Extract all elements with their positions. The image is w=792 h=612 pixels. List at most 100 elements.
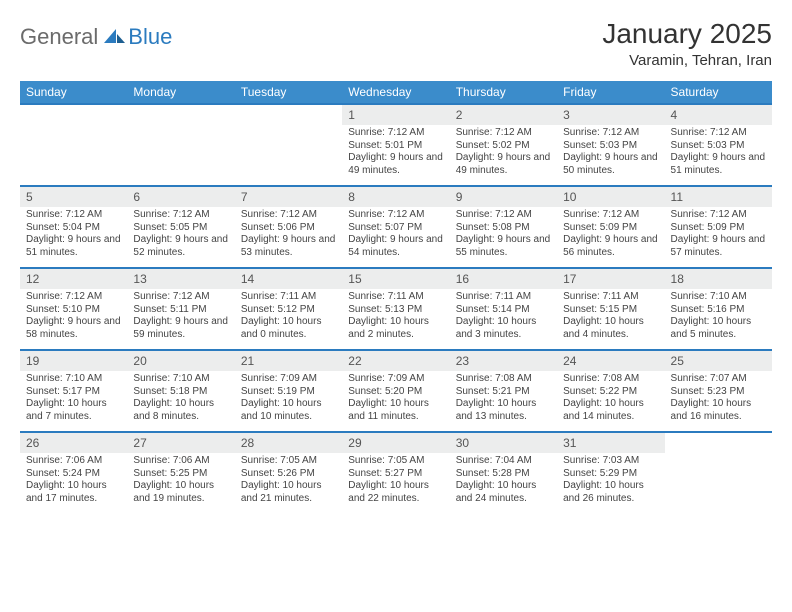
sunset-text: Sunset: 5:24 PM	[26, 468, 121, 481]
day-details: Sunrise: 7:12 AMSunset: 5:03 PMDaylight:…	[665, 125, 772, 183]
daylight-text: Daylight: 10 hours and 8 minutes.	[133, 398, 228, 423]
weekday-header: Monday	[127, 81, 234, 104]
day-number: 29	[342, 433, 449, 453]
day-number: 15	[342, 269, 449, 289]
daylight-text: Daylight: 9 hours and 51 minutes.	[26, 234, 121, 259]
sunrise-text: Sunrise: 7:05 AM	[348, 455, 443, 468]
daylight-text: Daylight: 9 hours and 59 minutes.	[133, 316, 228, 341]
sunset-text: Sunset: 5:06 PM	[241, 222, 336, 235]
sunset-text: Sunset: 5:11 PM	[133, 304, 228, 317]
calendar-cell	[127, 104, 234, 186]
day-details: Sunrise: 7:12 AMSunset: 5:08 PMDaylight:…	[450, 207, 557, 265]
calendar-cell: 19Sunrise: 7:10 AMSunset: 5:17 PMDayligh…	[20, 350, 127, 432]
sunset-text: Sunset: 5:04 PM	[26, 222, 121, 235]
sunset-text: Sunset: 5:20 PM	[348, 386, 443, 399]
calendar-week-row: 12Sunrise: 7:12 AMSunset: 5:10 PMDayligh…	[20, 268, 772, 350]
daylight-text: Daylight: 9 hours and 49 minutes.	[456, 152, 551, 177]
daylight-text: Daylight: 10 hours and 21 minutes.	[241, 480, 336, 505]
day-details: Sunrise: 7:12 AMSunset: 5:09 PMDaylight:…	[557, 207, 664, 265]
sunset-text: Sunset: 5:10 PM	[26, 304, 121, 317]
sunrise-text: Sunrise: 7:11 AM	[563, 291, 658, 304]
daylight-text: Daylight: 10 hours and 5 minutes.	[671, 316, 766, 341]
sunset-text: Sunset: 5:02 PM	[456, 140, 551, 153]
day-details: Sunrise: 7:09 AMSunset: 5:20 PMDaylight:…	[342, 371, 449, 429]
sunrise-text: Sunrise: 7:09 AM	[241, 373, 336, 386]
calendar-cell: 17Sunrise: 7:11 AMSunset: 5:15 PMDayligh…	[557, 268, 664, 350]
logo-text-general: General	[20, 24, 98, 50]
sunset-text: Sunset: 5:18 PM	[133, 386, 228, 399]
sunrise-text: Sunrise: 7:07 AM	[671, 373, 766, 386]
day-number: 13	[127, 269, 234, 289]
sunrise-text: Sunrise: 7:06 AM	[133, 455, 228, 468]
calendar-week-row: 26Sunrise: 7:06 AMSunset: 5:24 PMDayligh…	[20, 432, 772, 514]
day-details: Sunrise: 7:12 AMSunset: 5:10 PMDaylight:…	[20, 289, 127, 347]
sunset-text: Sunset: 5:27 PM	[348, 468, 443, 481]
day-details: Sunrise: 7:05 AMSunset: 5:26 PMDaylight:…	[235, 453, 342, 511]
sunrise-text: Sunrise: 7:12 AM	[26, 209, 121, 222]
day-number: 10	[557, 187, 664, 207]
weekday-header: Sunday	[20, 81, 127, 104]
day-number: 27	[127, 433, 234, 453]
calendar-cell: 10Sunrise: 7:12 AMSunset: 5:09 PMDayligh…	[557, 186, 664, 268]
sunset-text: Sunset: 5:08 PM	[456, 222, 551, 235]
sunset-text: Sunset: 5:17 PM	[26, 386, 121, 399]
sunrise-text: Sunrise: 7:12 AM	[671, 209, 766, 222]
day-details: Sunrise: 7:06 AMSunset: 5:24 PMDaylight:…	[20, 453, 127, 511]
daylight-text: Daylight: 9 hours and 58 minutes.	[26, 316, 121, 341]
calendar-cell: 8Sunrise: 7:12 AMSunset: 5:07 PMDaylight…	[342, 186, 449, 268]
daylight-text: Daylight: 9 hours and 51 minutes.	[671, 152, 766, 177]
sunrise-text: Sunrise: 7:09 AM	[348, 373, 443, 386]
day-details: Sunrise: 7:04 AMSunset: 5:28 PMDaylight:…	[450, 453, 557, 511]
weekday-header: Tuesday	[235, 81, 342, 104]
sunset-text: Sunset: 5:16 PM	[671, 304, 766, 317]
calendar-cell: 9Sunrise: 7:12 AMSunset: 5:08 PMDaylight…	[450, 186, 557, 268]
calendar-cell: 4Sunrise: 7:12 AMSunset: 5:03 PMDaylight…	[665, 104, 772, 186]
calendar-cell: 29 Sunrise: 7:05 AMSunset: 5:27 PMDayligh…	[342, 432, 449, 514]
sunset-text: Sunset: 5:25 PM	[133, 468, 228, 481]
daylight-text: Daylight: 9 hours and 55 minutes.	[456, 234, 551, 259]
sunrise-text: Sunrise: 7:08 AM	[456, 373, 551, 386]
sunset-text: Sunset: 5:07 PM	[348, 222, 443, 235]
sunrise-text: Sunrise: 7:12 AM	[348, 209, 443, 222]
calendar-cell: 12Sunrise: 7:12 AMSunset: 5:10 PMDayligh…	[20, 268, 127, 350]
calendar-cell: 30Sunrise: 7:04 AMSunset: 5:28 PMDayligh…	[450, 432, 557, 514]
daylight-text: Daylight: 10 hours and 3 minutes.	[456, 316, 551, 341]
day-details: Sunrise: 7:11 AMSunset: 5:12 PMDaylight:…	[235, 289, 342, 347]
day-details: Sunrise: 7:11 AMSunset: 5:13 PMDaylight:…	[342, 289, 449, 347]
day-details: Sunrise: 7:12 AMSunset: 5:11 PMDaylight:…	[127, 289, 234, 347]
sunset-text: Sunset: 5:09 PM	[671, 222, 766, 235]
daylight-text: Daylight: 10 hours and 4 minutes.	[563, 316, 658, 341]
day-details: Sunrise: 7:08 AMSunset: 5:22 PMDaylight:…	[557, 371, 664, 429]
day-number: 20	[127, 351, 234, 371]
day-number: 25	[665, 351, 772, 371]
calendar-cell: 27Sunrise: 7:06 AMSunset: 5:25 PMDayligh…	[127, 432, 234, 514]
day-details: Sunrise: 7:12 AMSunset: 5:02 PMDaylight:…	[450, 125, 557, 183]
logo-sail-icon	[102, 25, 126, 50]
sunrise-text: Sunrise: 7:12 AM	[563, 127, 658, 140]
calendar-cell: 21Sunrise: 7:09 AMSunset: 5:19 PMDayligh…	[235, 350, 342, 432]
calendar-week-row: 19Sunrise: 7:10 AMSunset: 5:17 PMDayligh…	[20, 350, 772, 432]
sunrise-text: Sunrise: 7:12 AM	[456, 209, 551, 222]
day-number: 12	[20, 269, 127, 289]
sunrise-text: Sunrise: 7:06 AM	[26, 455, 121, 468]
daylight-text: Daylight: 9 hours and 49 minutes.	[348, 152, 443, 177]
sunset-text: Sunset: 5:13 PM	[348, 304, 443, 317]
calendar-cell: 14Sunrise: 7:11 AMSunset: 5:12 PMDayligh…	[235, 268, 342, 350]
sunrise-text: Sunrise: 7:12 AM	[133, 209, 228, 222]
day-details: Sunrise: 7:12 AMSunset: 5:03 PMDaylight:…	[557, 125, 664, 183]
day-number: 28	[235, 433, 342, 453]
daylight-text: Daylight: 10 hours and 11 minutes.	[348, 398, 443, 423]
weekday-header: Thursday	[450, 81, 557, 104]
daylight-text: Daylight: 10 hours and 22 minutes.	[348, 480, 443, 505]
day-details: Sunrise: 7:12 AMSunset: 5:09 PMDaylight:…	[665, 207, 772, 265]
day-number: 19	[20, 351, 127, 371]
sunrise-text: Sunrise: 7:12 AM	[241, 209, 336, 222]
sunrise-text: Sunrise: 7:05 AM	[241, 455, 336, 468]
day-number: 23	[450, 351, 557, 371]
day-details: Sunrise: 7:12 AMSunset: 5:04 PMDaylight:…	[20, 207, 127, 265]
sunset-text: Sunset: 5:26 PM	[241, 468, 336, 481]
calendar-cell: 28Sunrise: 7:05 AMSunset: 5:26 PMDayligh…	[235, 432, 342, 514]
sunrise-text: Sunrise: 7:04 AM	[456, 455, 551, 468]
sunset-text: Sunset: 5:23 PM	[671, 386, 766, 399]
daylight-text: Daylight: 10 hours and 24 minutes.	[456, 480, 551, 505]
